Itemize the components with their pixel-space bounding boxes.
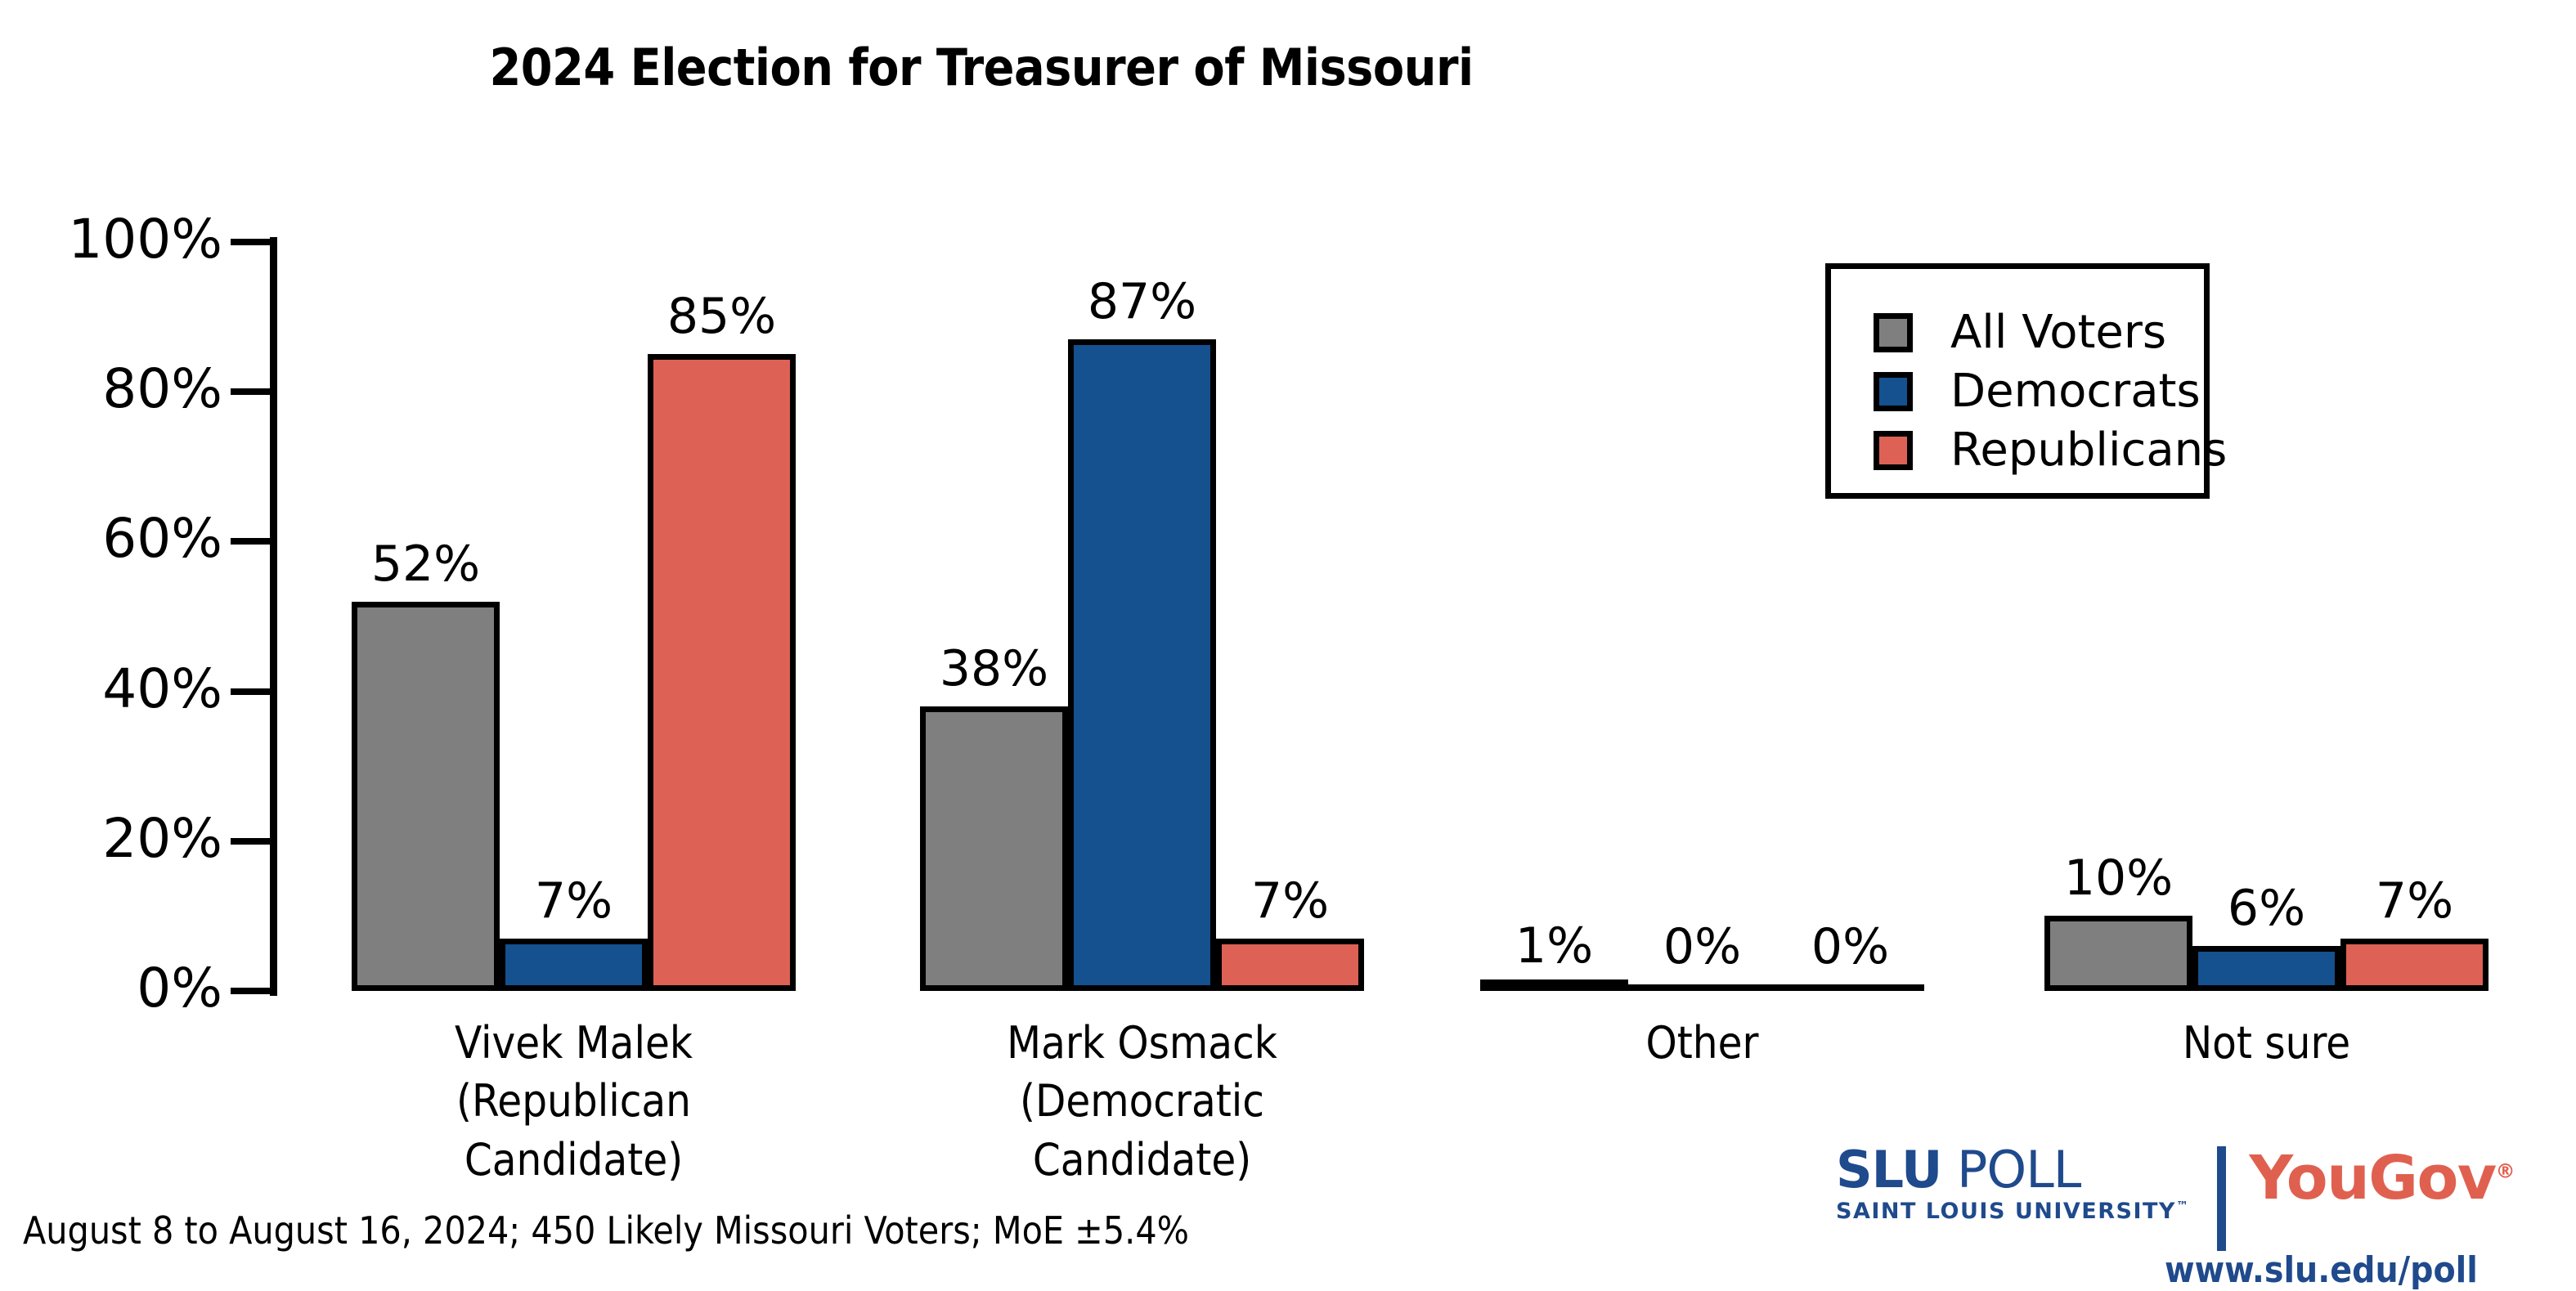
slu-poll-logo: SLU POLL SAINT LOUIS UNIVERSITY™ bbox=[1836, 1143, 2189, 1222]
bar[interactable] bbox=[648, 354, 796, 991]
bar-value-label: 87% bbox=[1087, 273, 1197, 331]
bar[interactable] bbox=[2340, 938, 2488, 991]
bar-group: 10% 6% 7% bbox=[2044, 242, 2488, 991]
slu-thin-text: POLL bbox=[1957, 1140, 2081, 1199]
plot-area: 52% 7% 85% 38% 87% 7% 1% 0% 0% 10% 6% 7% bbox=[270, 242, 2527, 991]
y-axis-tick-label: 40% bbox=[102, 657, 222, 720]
registered-icon: ® bbox=[2495, 1159, 2515, 1183]
category-name: Mark Osmack bbox=[1007, 1017, 1277, 1069]
legend: All Voters Democrats Republicans bbox=[1825, 263, 2227, 499]
bar-value-label: 7% bbox=[2375, 872, 2454, 930]
bar-value-label: 10% bbox=[2063, 849, 2174, 908]
bar-group: 38% 87% 7% bbox=[920, 242, 1364, 991]
x-axis-category-label: Vivek Malek (Republican Candidate) bbox=[352, 1014, 796, 1189]
bar[interactable] bbox=[500, 938, 648, 991]
legend-color-swatch bbox=[1874, 431, 1913, 470]
legend-item[interactable]: All Voters bbox=[1874, 307, 2166, 359]
category-subtitle: (Democratic Candidate) bbox=[1019, 1075, 1264, 1186]
legend-item[interactable]: Democrats bbox=[1874, 365, 2201, 418]
bar-value-label: 85% bbox=[666, 288, 777, 346]
bar-slot: 0% bbox=[1776, 242, 1924, 991]
y-axis-spine bbox=[270, 237, 277, 996]
yougov-logo: YouGov® bbox=[2249, 1148, 2515, 1208]
category-name: Other bbox=[1645, 1017, 1759, 1069]
category-name: Not sure bbox=[2182, 1017, 2351, 1069]
bar-value-label: 7% bbox=[1250, 872, 1330, 930]
bar-slot: 38% bbox=[920, 242, 1068, 991]
y-axis-tick bbox=[231, 988, 270, 994]
bar-value-label: 6% bbox=[2227, 880, 2306, 938]
bar-value-label: 1% bbox=[1515, 917, 1594, 975]
y-axis-tick bbox=[231, 388, 270, 396]
category-subtitle: (Republican Candidate) bbox=[456, 1075, 691, 1186]
bar-slot: 10% bbox=[2044, 242, 2192, 991]
bar-slot: 0% bbox=[1628, 242, 1776, 991]
bar[interactable] bbox=[1068, 339, 1216, 991]
logo-divider bbox=[2217, 1146, 2227, 1251]
y-axis-tick bbox=[231, 688, 270, 695]
bar-slot: 52% bbox=[352, 242, 500, 991]
bar-slot: 7% bbox=[2340, 242, 2488, 991]
chart-title: 2024 Election for Treasurer of Missouri bbox=[489, 38, 1474, 97]
bar-value-label: 0% bbox=[1663, 918, 1742, 975]
bar[interactable] bbox=[1216, 938, 1364, 991]
bar[interactable] bbox=[2044, 916, 2192, 991]
legend-item[interactable]: Republicans bbox=[1874, 424, 2227, 477]
y-axis-tick-label: 60% bbox=[102, 507, 222, 571]
y-axis-tick bbox=[231, 538, 270, 545]
bar-value-label: 52% bbox=[370, 535, 481, 593]
bar-value-label: 38% bbox=[939, 639, 1049, 697]
bar[interactable] bbox=[2192, 946, 2340, 991]
bar-slot: 6% bbox=[2192, 242, 2340, 991]
x-axis-category-label: Not sure bbox=[2044, 1014, 2488, 1072]
y-axis-tick-label: 20% bbox=[102, 806, 222, 870]
trademark-icon: ™ bbox=[2175, 1199, 2190, 1214]
logo-block: SLU POLL SAINT LOUIS UNIVERSITY™ YouGov®… bbox=[1836, 1143, 2556, 1291]
survey-methodology-note: August 8 to August 16, 2024; 450 Likely … bbox=[23, 1208, 1189, 1253]
bar[interactable] bbox=[1628, 984, 1776, 991]
poll-url[interactable]: www.slu.edu/poll bbox=[2165, 1249, 2478, 1291]
bar-slot: 7% bbox=[500, 242, 648, 991]
legend-color-swatch bbox=[1874, 313, 1913, 352]
bar[interactable] bbox=[1480, 979, 1628, 991]
legend-color-swatch bbox=[1874, 372, 1913, 411]
legend-label: All Voters bbox=[1950, 306, 2167, 359]
category-name: Vivek Malek bbox=[455, 1017, 693, 1069]
legend-label: Republicans bbox=[1950, 424, 2228, 477]
bar-slot: 87% bbox=[1068, 242, 1216, 991]
slu-bold-text: SLU bbox=[1836, 1140, 1942, 1199]
y-axis-tick-label: 100% bbox=[68, 208, 222, 271]
y-axis-tick-label: 80% bbox=[102, 357, 222, 421]
bar[interactable] bbox=[1776, 984, 1924, 991]
y-axis-tick bbox=[231, 837, 270, 845]
bar-slot: 7% bbox=[1216, 242, 1364, 991]
slu-subtitle-text: SAINT LOUIS UNIVERSITY bbox=[1836, 1199, 2176, 1225]
x-axis-category-label: Other bbox=[1480, 1014, 1924, 1072]
bar-value-label: 0% bbox=[1811, 918, 1890, 975]
slu-poll-wordmark: SLU POLL bbox=[1836, 1140, 2081, 1199]
slu-subtitle: SAINT LOUIS UNIVERSITY™ bbox=[1836, 1199, 2190, 1225]
bar[interactable] bbox=[920, 706, 1068, 991]
bar-group: 1% 0% 0% bbox=[1480, 242, 1924, 991]
bar-value-label: 7% bbox=[534, 872, 613, 930]
yougov-text: YouGov bbox=[2249, 1143, 2497, 1213]
bar-slot: 85% bbox=[648, 242, 796, 991]
bar[interactable] bbox=[352, 601, 500, 991]
y-axis-tick-label: 0% bbox=[137, 957, 222, 1020]
legend-label: Democrats bbox=[1950, 365, 2201, 418]
y-axis-tick bbox=[231, 239, 270, 245]
bar-group: 52% 7% 85% bbox=[352, 242, 796, 991]
logo-row: SLU POLL SAINT LOUIS UNIVERSITY™ YouGov® bbox=[1836, 1143, 2515, 1251]
x-axis-category-label: Mark Osmack (Democratic Candidate) bbox=[920, 1014, 1364, 1189]
bar-slot: 1% bbox=[1480, 242, 1628, 991]
